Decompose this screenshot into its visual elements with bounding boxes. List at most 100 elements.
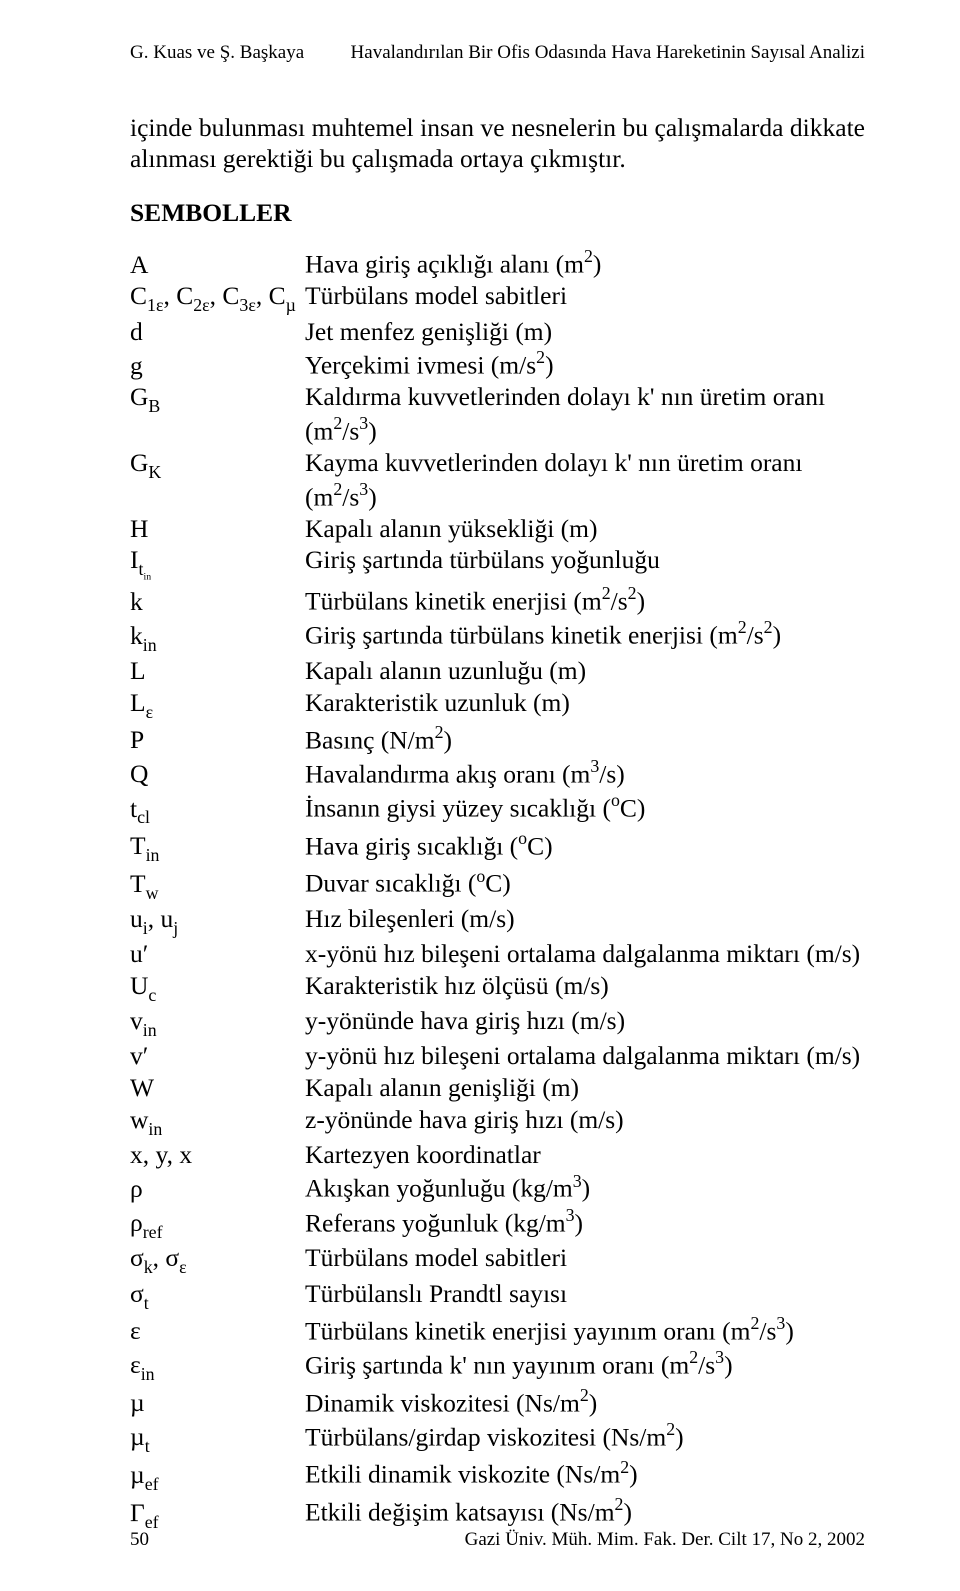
symbol-row: ρAkışkan yoğunluğu (kg/m3) <box>130 1170 865 1204</box>
description-cell: Giriş şartında türbülans yoğunluğu <box>305 544 865 583</box>
description-cell: Kapalı alanın yüksekliği (m) <box>305 513 865 545</box>
symbol-row: ρrefReferans yoğunluk (kg/m3) <box>130 1205 865 1243</box>
description-cell: Etkili dinamik viskozite (Ns/m2) <box>305 1456 865 1494</box>
description-cell: x-yönü hız bileşeni ortalama dalgalanma … <box>305 938 865 970</box>
symbols-tbody: AHava giriş açıklığı alanı (m2)C1ε, C2ε,… <box>130 246 865 1532</box>
header-left: G. Kuas ve Ş. Başkaya <box>130 42 304 64</box>
symbol-cell: ρ <box>130 1170 305 1204</box>
symbol-cell: W <box>130 1072 305 1104</box>
description-cell: Türbülans model sabitleri <box>305 280 865 315</box>
symbol-cell: P <box>130 722 305 756</box>
symbol-row: σtTürbülanslı Prandtl sayısı <box>130 1278 865 1313</box>
description-cell: İnsanın giysi yüzey sıcaklığı (oC) <box>305 790 865 828</box>
symbol-row: winz-yönünde hava giriş hızı (m/s) <box>130 1104 865 1139</box>
page-number: 50 <box>130 1529 149 1551</box>
description-cell: Türbülanslı Prandtl sayısı <box>305 1278 865 1313</box>
description-cell: Akışkan yoğunluğu (kg/m3) <box>305 1170 865 1204</box>
symbols-table: AHava giriş açıklığı alanı (m2)C1ε, C2ε,… <box>130 246 865 1532</box>
symbol-row: AHava giriş açıklığı alanı (m2) <box>130 246 865 280</box>
symbol-row: PBasınç (N/m2) <box>130 722 865 756</box>
description-cell: Türbülans kinetik enerjisi yayınım oranı… <box>305 1313 865 1347</box>
description-cell: Karakteristik uzunluk (m) <box>305 687 865 722</box>
symbol-cell: v′ <box>130 1040 305 1072</box>
symbol-cell: ui, uj <box>130 903 305 938</box>
symbol-cell: σk, σε <box>130 1242 305 1277</box>
description-cell: Duvar sıcaklığı (oC) <box>305 865 865 903</box>
symbol-row: kinGiriş şartında türbülans kinetik ener… <box>130 617 865 655</box>
symbol-cell: d <box>130 316 305 348</box>
description-cell: Türbülans model sabitleri <box>305 1242 865 1277</box>
description-cell: y-yönü hız bileşeni ortalama dalgalanma … <box>305 1040 865 1072</box>
symbol-cell: x, y, x <box>130 1139 305 1171</box>
symbol-row: GKKayma kuvvetlerinden dolayı k' nın üre… <box>130 447 865 513</box>
symbol-row: u′x-yönü hız bileşeni ortalama dalgalanm… <box>130 938 865 970</box>
symbol-cell: σt <box>130 1278 305 1313</box>
symbol-row: εTürbülans kinetik enerjisi yayınım oran… <box>130 1313 865 1347</box>
symbol-cell: Uc <box>130 970 305 1005</box>
description-cell: Türbülans kinetik enerjisi (m2/s2) <box>305 583 865 617</box>
description-cell: Kapalı alanın uzunluğu (m) <box>305 655 865 687</box>
symbol-cell: A <box>130 246 305 280</box>
symbol-row: TinHava giriş sıcaklığı (oC) <box>130 828 865 866</box>
symbol-cell: C1ε, C2ε, C3ε, Cµ <box>130 280 305 315</box>
symbol-row: ΓefEtkili değişim katsayısı (Ns/m2) <box>130 1494 865 1532</box>
symbol-row: viny-yönünde hava giriş hızı (m/s) <box>130 1005 865 1040</box>
description-cell: Basınç (N/m2) <box>305 722 865 756</box>
page: G. Kuas ve Ş. Başkaya Havalandırılan Bir… <box>0 0 960 1591</box>
description-cell: y-yönünde hava giriş hızı (m/s) <box>305 1005 865 1040</box>
symbol-cell: Tin <box>130 828 305 866</box>
symbol-cell: µ <box>130 1385 305 1419</box>
symbol-cell: H <box>130 513 305 545</box>
symbol-row: UcKarakteristik hız ölçüsü (m/s) <box>130 970 865 1005</box>
symbol-row: LεKarakteristik uzunluk (m) <box>130 687 865 722</box>
description-cell: Dinamik viskozitesi (Ns/m2) <box>305 1385 865 1419</box>
symbol-row: x, y, xKartezyen koordinatlar <box>130 1139 865 1171</box>
description-cell: Hava giriş açıklığı alanı (m2) <box>305 246 865 280</box>
symbol-cell: Q <box>130 756 305 790</box>
symbol-cell: µef <box>130 1456 305 1494</box>
symbol-cell: ρref <box>130 1205 305 1243</box>
symbol-row: v′y-yönü hız bileşeni ortalama dalgalanm… <box>130 1040 865 1072</box>
symbol-row: µDinamik viskozitesi (Ns/m2) <box>130 1385 865 1419</box>
symbol-row: ui, ujHız bileşenleri (m/s) <box>130 903 865 938</box>
symbol-row: kTürbülans kinetik enerjisi (m2/s2) <box>130 583 865 617</box>
description-cell: Hız bileşenleri (m/s) <box>305 903 865 938</box>
description-cell: Kapalı alanın genişliği (m) <box>305 1072 865 1104</box>
running-header: G. Kuas ve Ş. Başkaya Havalandırılan Bir… <box>130 42 865 64</box>
symbol-cell: vin <box>130 1005 305 1040</box>
header-right: Havalandırılan Bir Ofis Odasında Hava Ha… <box>351 42 865 64</box>
symbol-cell: kin <box>130 617 305 655</box>
description-cell: Yerçekimi ivmesi (m/s2) <box>305 347 865 381</box>
symbol-cell: Itin <box>130 544 305 583</box>
section-title: SEMBOLLER <box>130 198 865 228</box>
symbol-row: WKapalı alanın genişliği (m) <box>130 1072 865 1104</box>
description-cell: Kayma kuvvetlerinden dolayı k' nın üreti… <box>305 447 865 513</box>
symbol-row: tclİnsanın giysi yüzey sıcaklığı (oC) <box>130 790 865 828</box>
symbol-cell: GB <box>130 381 305 447</box>
symbol-cell: Lε <box>130 687 305 722</box>
description-cell: Havalandırma akış oranı (m3/s) <box>305 756 865 790</box>
description-cell: Etkili değişim katsayısı (Ns/m2) <box>305 1494 865 1532</box>
symbol-cell: Γef <box>130 1494 305 1532</box>
symbol-row: GBKaldırma kuvvetlerinden dolayı k' nın … <box>130 381 865 447</box>
footer-right: Gazi Üniv. Müh. Mim. Fak. Der. Cilt 17, … <box>465 1529 865 1551</box>
description-cell: Kaldırma kuvvetlerinden dolayı k' nın ür… <box>305 381 865 447</box>
description-cell: Jet menfez genişliği (m) <box>305 316 865 348</box>
description-cell: Referans yoğunluk (kg/m3) <box>305 1205 865 1243</box>
symbol-row: LKapalı alanın uzunluğu (m) <box>130 655 865 687</box>
symbol-row: ItinGiriş şartında türbülans yoğunluğu <box>130 544 865 583</box>
symbol-row: µtTürbülans/girdap viskozitesi (Ns/m2) <box>130 1419 865 1457</box>
description-cell: Giriş şartında k' nın yayınım oranı (m2/… <box>305 1347 865 1385</box>
symbol-row: QHavalandırma akış oranı (m3/s) <box>130 756 865 790</box>
symbol-cell: εin <box>130 1347 305 1385</box>
description-cell: z-yönünde hava giriş hızı (m/s) <box>305 1104 865 1139</box>
symbol-cell: g <box>130 347 305 381</box>
symbol-row: TwDuvar sıcaklığı (oC) <box>130 865 865 903</box>
symbol-row: dJet menfez genişliği (m) <box>130 316 865 348</box>
intro-paragraph: içinde bulunması muhtemel insan ve nesne… <box>130 112 865 174</box>
symbol-row: µefEtkili dinamik viskozite (Ns/m2) <box>130 1456 865 1494</box>
symbol-cell: GK <box>130 447 305 513</box>
symbol-cell: Tw <box>130 865 305 903</box>
symbol-cell: k <box>130 583 305 617</box>
description-cell: Türbülans/girdap viskozitesi (Ns/m2) <box>305 1419 865 1457</box>
